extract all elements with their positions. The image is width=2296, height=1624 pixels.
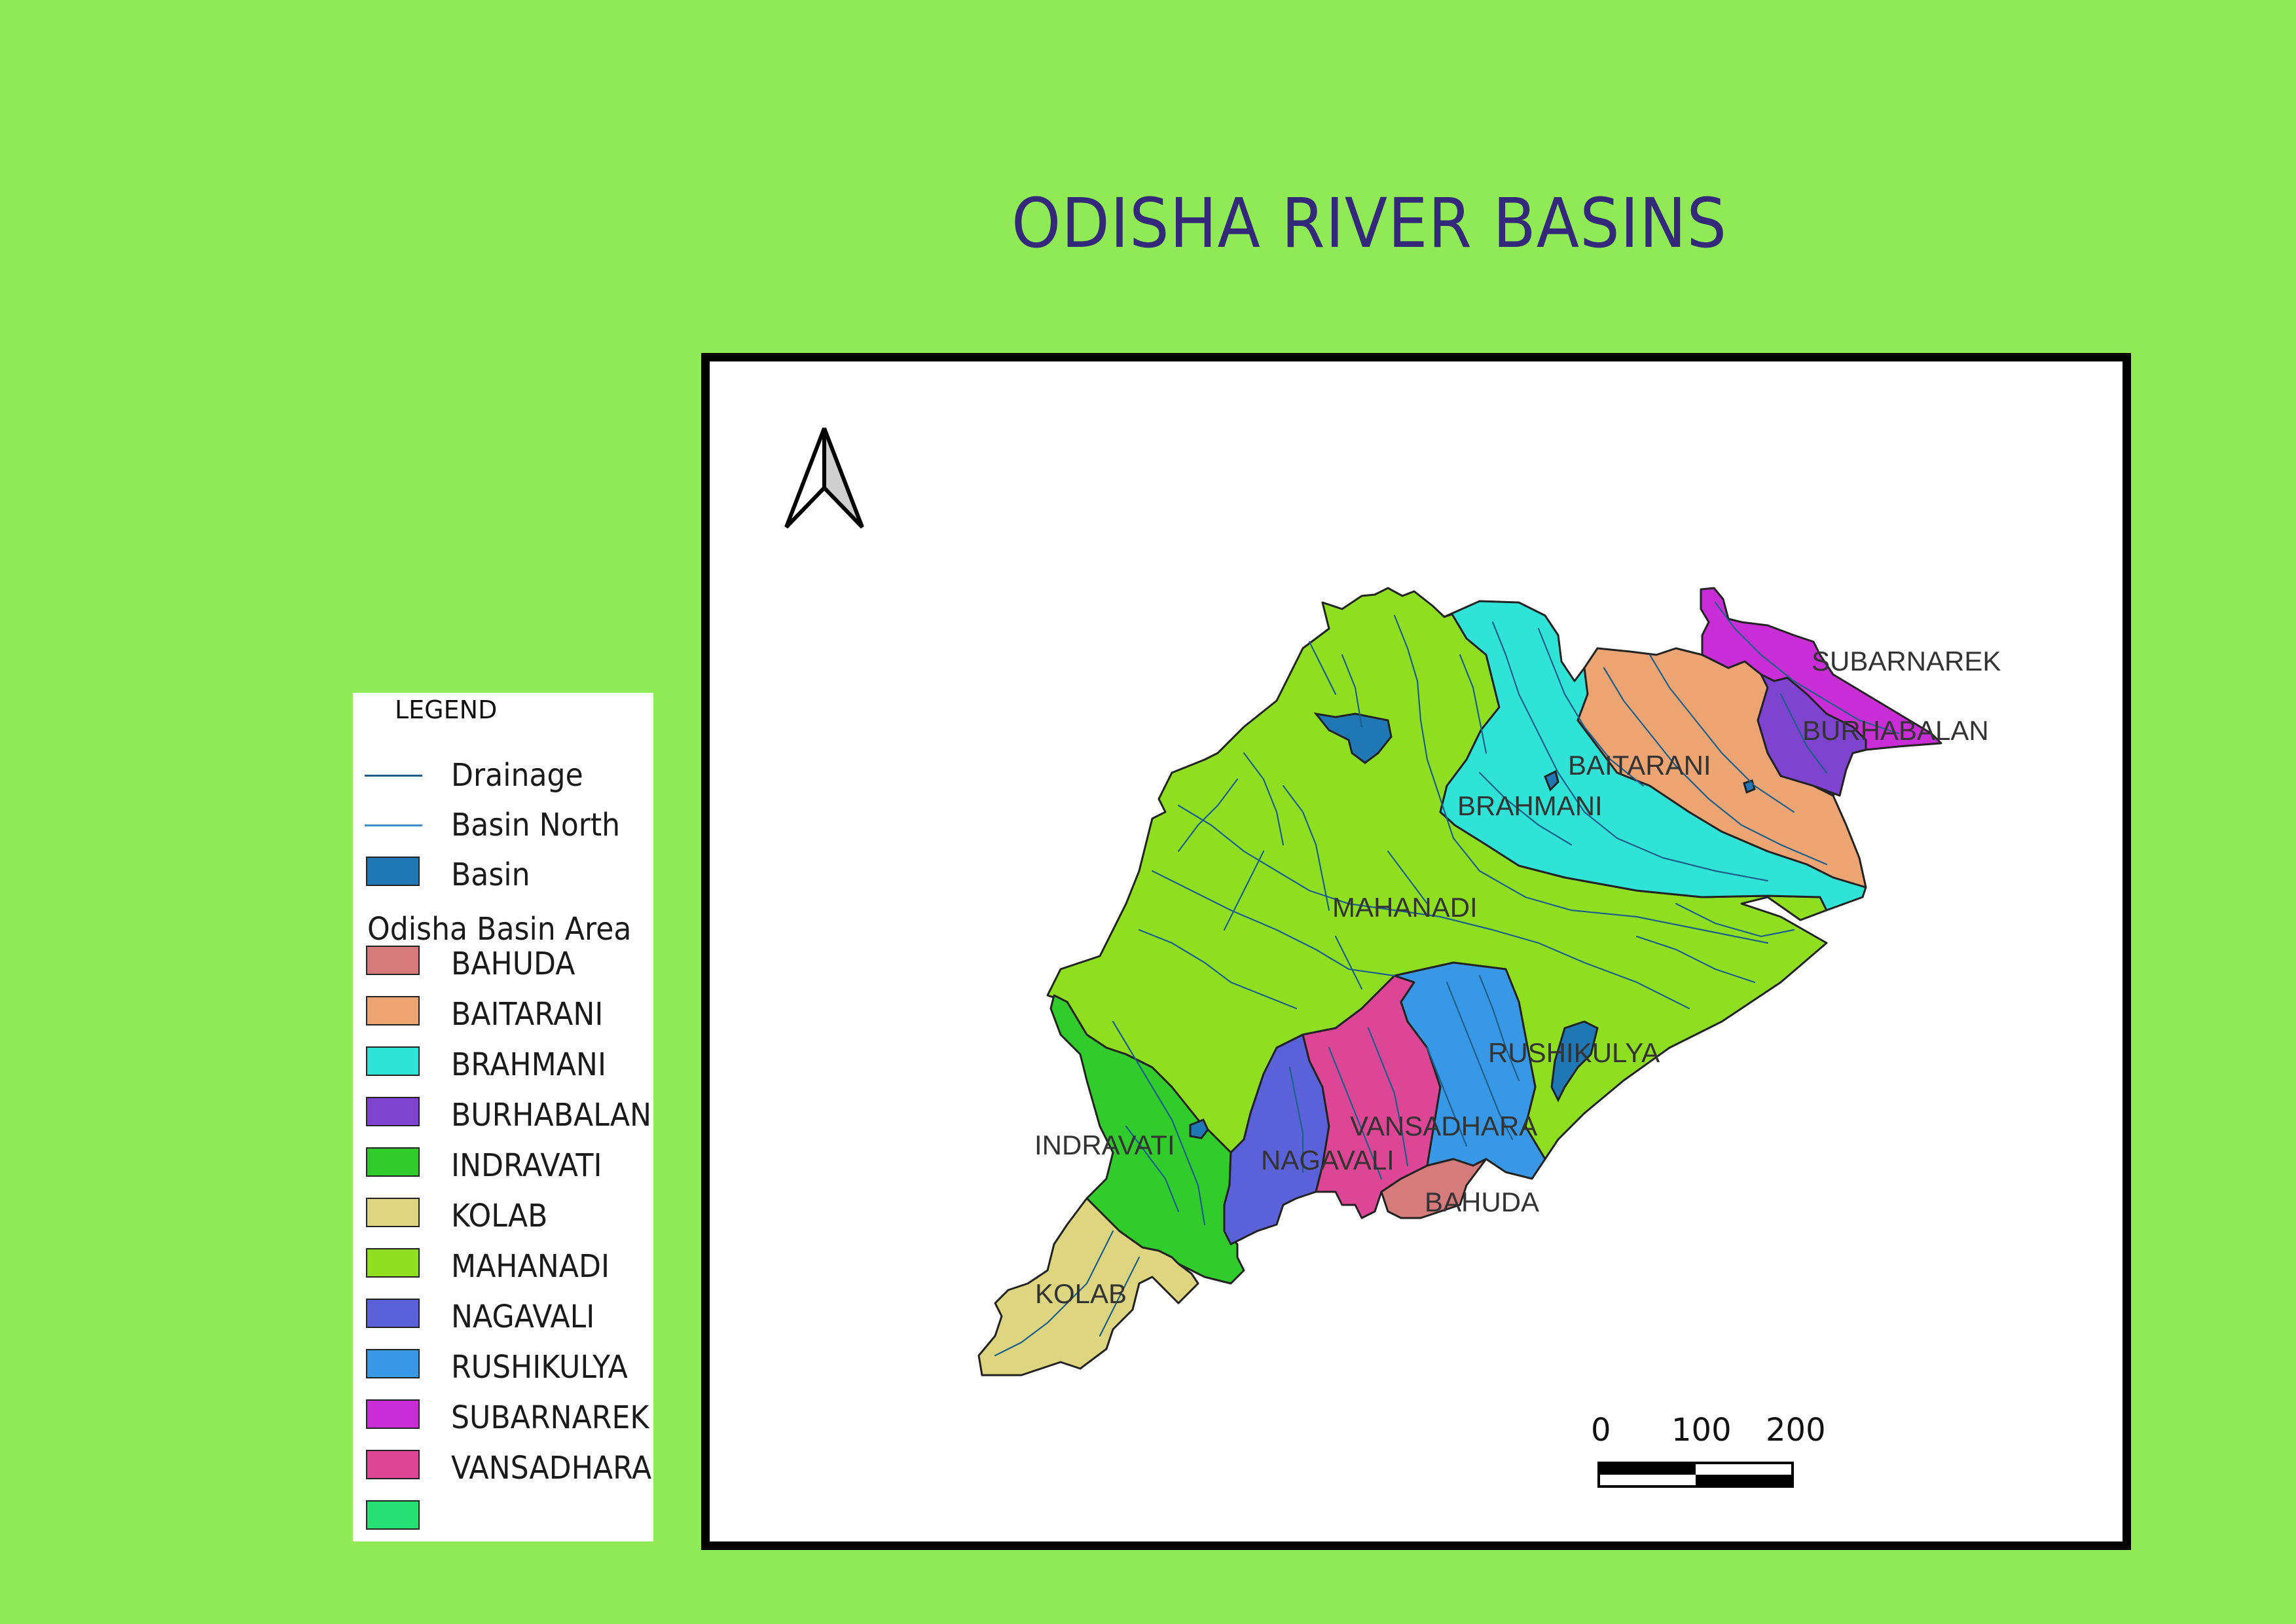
label-baitarani: BAITARANI <box>1568 750 1711 781</box>
basin-color-swatch <box>366 1147 420 1177</box>
basin-swatch <box>366 857 420 886</box>
basin-color-swatch <box>366 946 420 975</box>
basin-color-swatch <box>366 1450 420 1479</box>
scale-bar: 0 100 200 <box>1591 1412 1826 1488</box>
legend-section-title: Odisha Basin Area <box>367 911 632 948</box>
legend-item-rushikulya: RUSHIKULYA <box>365 1345 653 1388</box>
legend-item-kolab: KOLAB <box>365 1194 653 1237</box>
map-frame[interactable]: SUBARNAREK BURHABALAN BAITARANI BRAHMANI… <box>701 353 2131 1550</box>
legend-item-label: Basin <box>451 857 530 893</box>
basin-bahuda[interactable] <box>1380 1158 1487 1219</box>
legend-item-label: NAGAVALI <box>451 1299 595 1335</box>
scale-tick-100: 100 <box>1671 1412 1732 1449</box>
drainage-line-symbol <box>365 775 422 777</box>
basin-color-swatch <box>366 1399 420 1429</box>
basin-north-line-symbol <box>365 824 422 826</box>
scale-tick-200: 200 <box>1766 1412 1826 1449</box>
legend-heading: LEGEND <box>395 695 498 724</box>
north-arrow-icon <box>784 427 864 529</box>
basin-burhabalan[interactable] <box>1757 673 1867 797</box>
label-mahanadi: MAHANADI <box>1332 892 1478 923</box>
basin-kolab[interactable] <box>977 1197 1199 1376</box>
label-nagavali: NAGAVALI <box>1261 1145 1394 1175</box>
legend-item-label: RUSHIKULYA <box>451 1349 628 1386</box>
legend-item-burhabalan: BURHABALAN <box>365 1093 653 1136</box>
legend-item-nagavali: NAGAVALI <box>365 1295 653 1338</box>
label-bahuda: BAHUDA <box>1425 1187 1539 1217</box>
legend-panel: LEGEND Drainage Basin North Basin Odisha… <box>353 693 653 1541</box>
legend-item-drainage: Drainage <box>365 753 653 796</box>
legend-item-label: BRAHMANI <box>451 1046 606 1083</box>
basin-color-swatch <box>366 1248 420 1278</box>
legend-item-label: Basin North <box>451 807 621 843</box>
basin-color-swatch <box>366 1198 420 1227</box>
legend-item-label: BAHUDA <box>451 946 575 982</box>
legend-item-subarnarek: SUBARNAREK <box>365 1395 653 1439</box>
legend-item-baitarani: BAITARANI <box>365 992 653 1035</box>
label-rushikulya: RUSHIKULYA <box>1488 1037 1660 1068</box>
legend-item-basin-north: Basin North <box>365 803 653 846</box>
basin-color-swatch <box>366 1046 420 1076</box>
map-title: ODISHA RIVER BASINS <box>1011 183 1728 263</box>
legend-item-brahmani: BRAHMANI <box>365 1043 653 1086</box>
basin-color-swatch <box>366 1349 420 1378</box>
label-brahmani: BRAHMANI <box>1457 790 1603 821</box>
basin-color-swatch <box>366 996 420 1025</box>
legend-item-label: MAHANADI <box>451 1248 610 1285</box>
basin-color-swatch <box>366 1097 420 1126</box>
legend-item-label: VANSADHARA <box>451 1450 652 1486</box>
legend-item-unlabeled <box>365 1496 653 1540</box>
legend-item-label: BAITARANI <box>451 996 604 1033</box>
label-kolab: KOLAB <box>1035 1278 1127 1309</box>
water-bodies <box>1189 712 1756 1139</box>
legend-item-label: SUBARNAREK <box>451 1399 649 1436</box>
legend-item-label: KOLAB <box>451 1198 548 1234</box>
scale-tick-0: 0 <box>1591 1412 1611 1449</box>
legend-item-mahanadi: MAHANADI <box>365 1244 653 1287</box>
label-vansadhara: VANSADHARA <box>1350 1111 1537 1141</box>
legend-item-indravati: INDRAVATI <box>365 1143 653 1187</box>
basin-brahmani[interactable] <box>1439 600 1867 912</box>
label-indravati: INDRAVATI <box>1034 1130 1175 1160</box>
legend-item-label: Drainage <box>451 757 583 794</box>
legend-item-bahuda: BAHUDA <box>365 942 653 985</box>
basin-color-swatch <box>366 1299 420 1328</box>
basin-color-swatch <box>366 1500 420 1530</box>
label-subarnarek: SUBARNAREK <box>1812 646 2001 676</box>
legend-item-label: INDRAVATI <box>451 1147 602 1184</box>
legend-item-label: BURHABALAN <box>451 1097 652 1134</box>
legend-item-basin: Basin <box>365 853 653 896</box>
drainage-network <box>994 601 1900 1357</box>
basin-map[interactable]: SUBARNAREK BURHABALAN BAITARANI BRAHMANI… <box>701 353 2131 1550</box>
legend-item-vansadhara: VANSADHARA <box>365 1446 653 1489</box>
label-burhabalan: BURHABALAN <box>1802 715 1989 746</box>
